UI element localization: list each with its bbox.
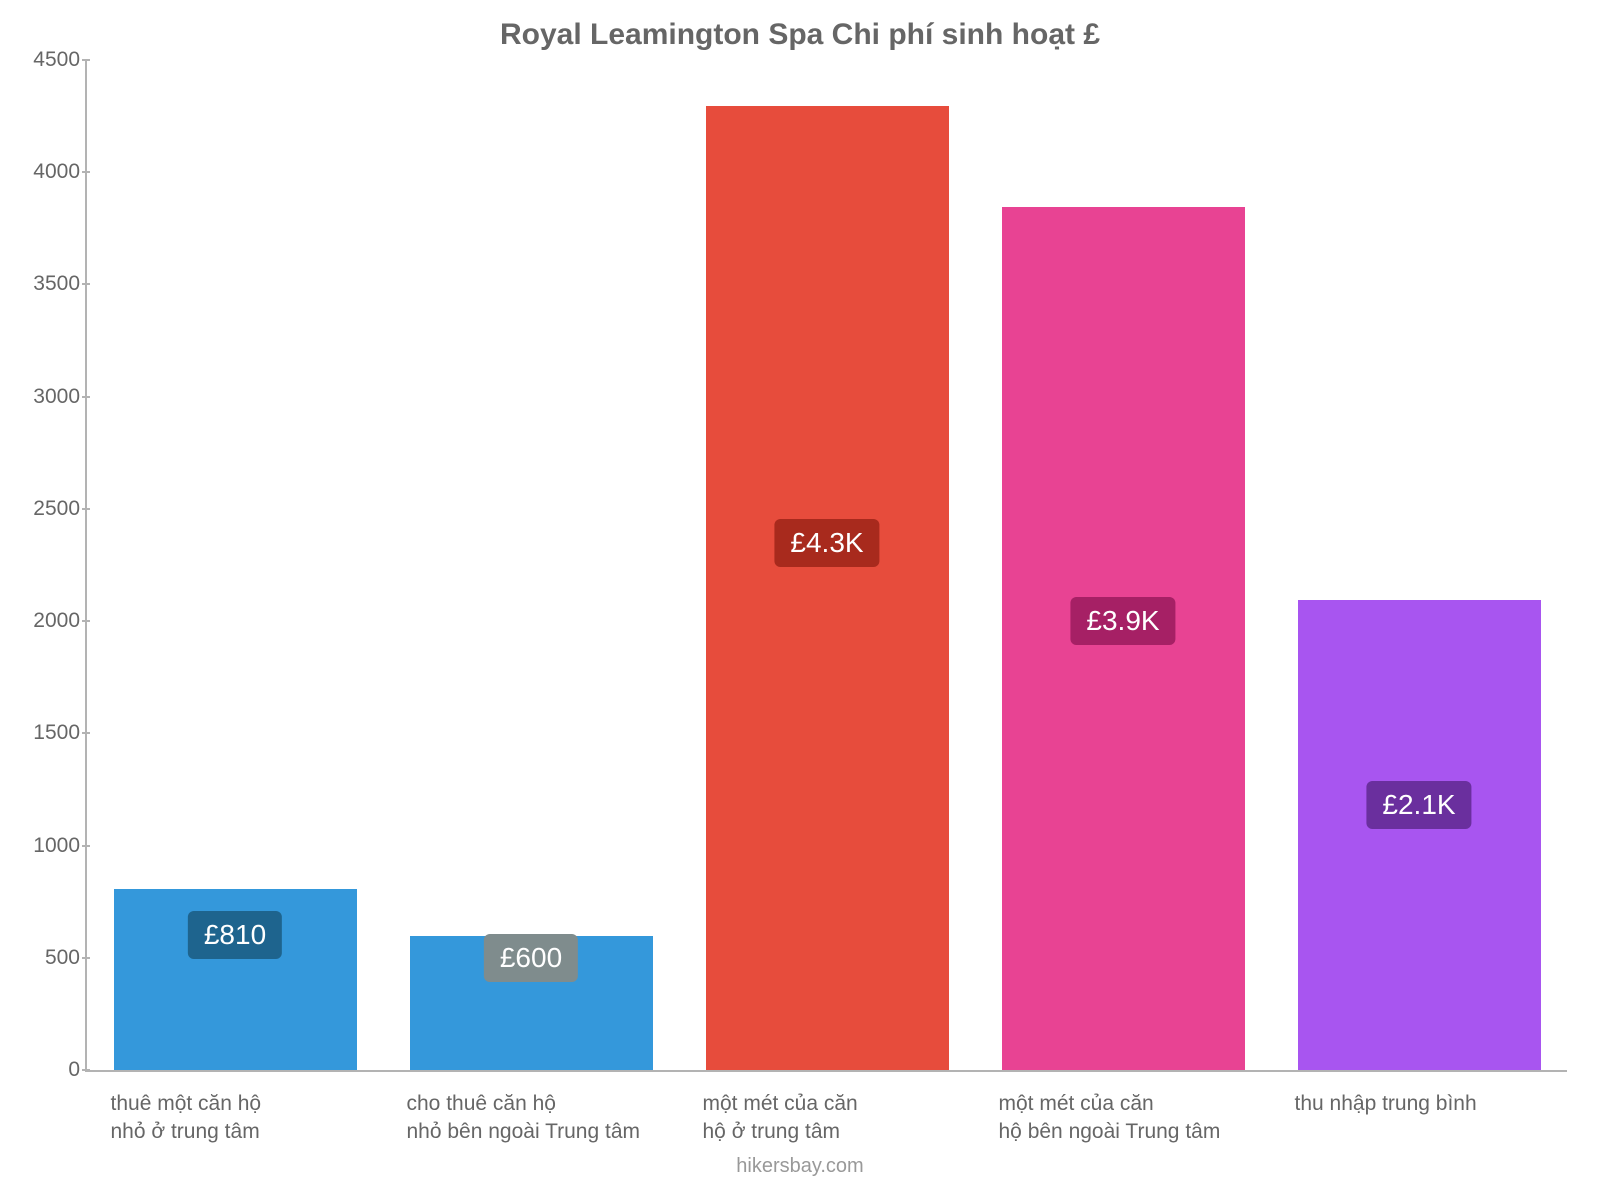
chart-container: Royal Leamington Spa Chi phí sinh hoạt £… bbox=[0, 0, 1600, 1200]
x-axis-label: một mét của căn hộ bên ngoài Trung tâm bbox=[999, 1090, 1221, 1147]
bar-value-badge: £3.9K bbox=[1070, 597, 1175, 645]
bar bbox=[1297, 599, 1542, 1070]
y-tick-label: 4500 bbox=[0, 48, 80, 72]
bar-slot: £600 bbox=[409, 60, 654, 1070]
bar-value-badge: £600 bbox=[484, 934, 578, 982]
x-axis-label: một mét của căn hộ ở trung tâm bbox=[703, 1090, 858, 1147]
x-axis-label: thu nhập trung bình bbox=[1295, 1090, 1477, 1118]
bar-slot: £810 bbox=[113, 60, 358, 1070]
y-tick-label: 0 bbox=[0, 1058, 80, 1082]
x-axis-label: cho thuê căn hộ nhỏ bên ngoài Trung tâm bbox=[407, 1090, 641, 1147]
y-tick-label: 3500 bbox=[0, 272, 80, 296]
bar-slot: £3.9K bbox=[1001, 60, 1246, 1070]
y-tick-label: 2500 bbox=[0, 497, 80, 521]
bar-slot: £4.3K bbox=[705, 60, 950, 1070]
y-tick-label: 2000 bbox=[0, 609, 80, 633]
y-tick-label: 4000 bbox=[0, 160, 80, 184]
bar-value-badge: £810 bbox=[188, 911, 282, 959]
y-tick-label: 1000 bbox=[0, 834, 80, 858]
y-tick-label: 3000 bbox=[0, 385, 80, 409]
y-tick-label: 1500 bbox=[0, 721, 80, 745]
bar-value-badge: £2.1K bbox=[1366, 781, 1471, 829]
bar bbox=[705, 105, 950, 1070]
plot-area: £810 £600 £4.3K £3.9K £2.1K bbox=[85, 60, 1567, 1072]
bar-slot: £2.1K bbox=[1297, 60, 1542, 1070]
y-tick-label: 500 bbox=[0, 946, 80, 970]
chart-title: Royal Leamington Spa Chi phí sinh hoạt £ bbox=[0, 18, 1600, 52]
bar-value-badge: £4.3K bbox=[774, 519, 879, 567]
x-axis-label: thuê một căn hộ nhỏ ở trung tâm bbox=[111, 1090, 262, 1147]
chart-footer: hikersbay.com bbox=[0, 1155, 1600, 1178]
